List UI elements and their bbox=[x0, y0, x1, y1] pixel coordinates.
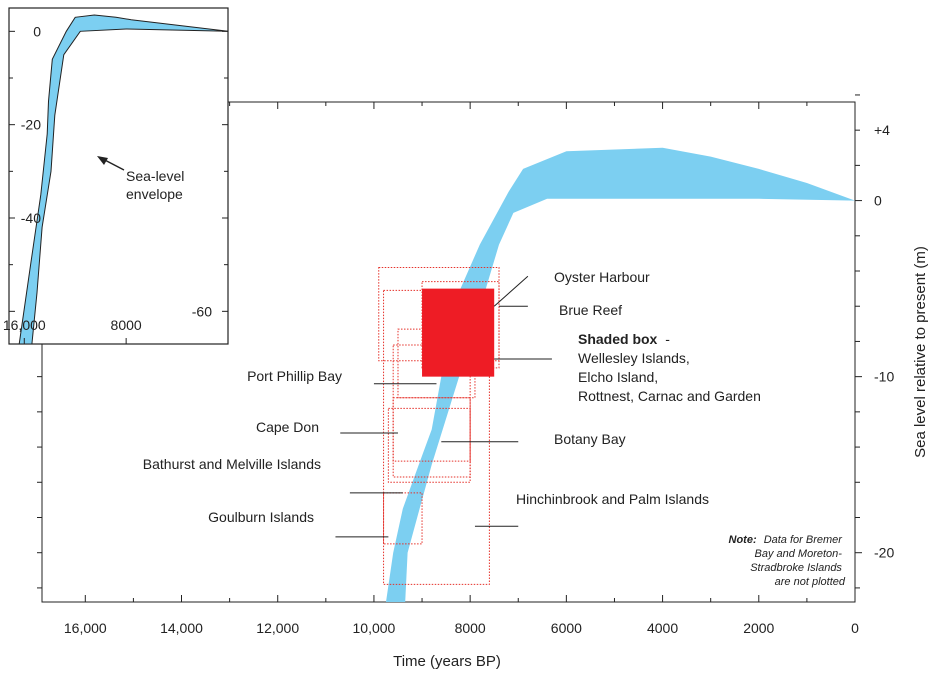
x-tick-label: 8000 bbox=[455, 620, 486, 636]
y-tick-label: -10 bbox=[874, 369, 894, 385]
x-tick-label: 16,000 bbox=[64, 620, 107, 636]
x-tick-label: 14,000 bbox=[160, 620, 203, 636]
site-box-bathurst-and-melville-islands bbox=[387, 407, 471, 483]
x-tick-label: 10,000 bbox=[353, 620, 396, 636]
inset-sea-level-envelope-band bbox=[18, 14, 229, 345]
inset-annotation-line-2: envelope bbox=[126, 186, 183, 202]
label-oyster-harbour: Oyster Harbour bbox=[554, 269, 650, 285]
inset-x-axis-ticks: 16,000 8000 bbox=[3, 317, 142, 344]
shaded-box-title: Shaded box bbox=[578, 331, 658, 347]
y-tick-label: +4 bbox=[874, 122, 890, 138]
main-chart: 16,000 14,000 12,000 10,000 8000 6000 4000 2000… bbox=[37, 94, 929, 670]
main-plot-frame bbox=[41, 101, 856, 603]
shaded-box-line-2: Elcho Island, bbox=[578, 369, 658, 385]
inset-annotation-label: Sea-level envelope bbox=[126, 168, 188, 202]
label-goulburn-islands: Goulburn Islands bbox=[208, 509, 314, 525]
data-note: Note: Data for Bremer Bay and Moreton- S… bbox=[729, 534, 846, 588]
sea-level-envelope-band bbox=[386, 147, 855, 603]
label-hinchinbrook-palm: Hinchinbrook and Palm Islands bbox=[516, 491, 709, 507]
inset-x-tick-label: 16,000 bbox=[3, 317, 46, 333]
inset-arrowhead-icon bbox=[97, 156, 108, 165]
shaded-box bbox=[422, 288, 495, 377]
x-tick-label: 6000 bbox=[551, 620, 582, 636]
shaded-box-line-3: Rottnest, Carnac and Garden bbox=[578, 388, 761, 404]
y-tick-label: 0 bbox=[874, 193, 882, 209]
inset-y-tick-label: 0 bbox=[33, 23, 41, 39]
note-line-2: Bay and Moreton- bbox=[755, 548, 843, 560]
inset-y-axis-ticks: 0 -20 -40 -60 bbox=[9, 23, 228, 319]
x-tick-label: 4000 bbox=[647, 620, 678, 636]
y-axis-title: Sea level relative to present (m) bbox=[912, 246, 929, 458]
shaded-box-label: Shaded box - Wellesley Islands, Elcho Is… bbox=[578, 331, 761, 404]
label-port-phillip-bay: Port Phillip Bay bbox=[247, 368, 342, 384]
inset-y-tick-label: -60 bbox=[192, 303, 212, 319]
x-tick-label: 12,000 bbox=[256, 620, 299, 636]
note-line-3: Stradbroke Islands bbox=[750, 562, 842, 574]
shaded-box-line-1: Wellesley Islands, bbox=[578, 350, 690, 366]
note-line-1: Data for Bremer bbox=[764, 534, 844, 546]
x-tick-label: 2000 bbox=[743, 620, 774, 636]
x-tick-label: 0 bbox=[851, 620, 859, 636]
shaded-box-dash: - bbox=[665, 331, 670, 347]
site-leader-lines bbox=[335, 275, 552, 538]
inset-x-tick-label: 8000 bbox=[111, 317, 142, 333]
inset-annotation-line-1: Sea-level bbox=[126, 168, 184, 184]
leader-oyster-harbour bbox=[493, 275, 529, 307]
label-cape-don: Cape Don bbox=[256, 419, 319, 435]
inset-frame bbox=[8, 7, 229, 345]
label-brue-reef: Brue Reef bbox=[559, 302, 622, 318]
label-botany-bay: Botany Bay bbox=[554, 431, 626, 447]
site-box-hinchinbrook-and-palm-islands bbox=[383, 289, 490, 585]
x-axis-title: Time (years BP) bbox=[393, 653, 501, 670]
note-line-4: are not plotted bbox=[775, 576, 846, 588]
y-tick-label: -20 bbox=[874, 545, 894, 561]
inset-y-tick-label: -20 bbox=[21, 117, 41, 133]
inset-y-tick-label: -40 bbox=[21, 210, 41, 226]
note-bold: Note: bbox=[729, 534, 757, 546]
inset-chart: 16,000 8000 0 -20 -40 -60 Sea-level envelope bbox=[3, 7, 229, 345]
label-bathurst-melville: Bathurst and Melville Islands bbox=[143, 456, 321, 472]
